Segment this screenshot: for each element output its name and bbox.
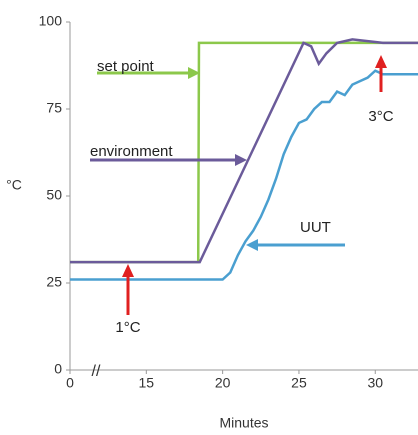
x-axis-label: Minutes: [219, 415, 268, 431]
y-tick-label: 0: [54, 361, 62, 377]
x-tick-label: 20: [215, 375, 231, 391]
x-tick-label: 0: [66, 375, 74, 391]
y-tick-label: 100: [39, 13, 63, 29]
series-line: [70, 38, 418, 264]
series-label: set point: [97, 58, 155, 75]
axis-break: //: [92, 363, 101, 380]
annotation-arrows: [90, 55, 387, 315]
series-line: [70, 69, 418, 281]
series-label: environment: [90, 143, 173, 160]
series-label: UUT: [300, 219, 331, 236]
annotation: 3°C: [368, 108, 393, 125]
y-tick-label: 25: [46, 274, 62, 290]
y-axis-label: °C: [6, 177, 22, 193]
annotation: 1°C: [115, 319, 140, 336]
x-tick-label: 30: [367, 375, 383, 391]
y-tick-label: 50: [46, 187, 62, 203]
y-tick-label: 75: [46, 100, 62, 116]
x-tick-label: 25: [291, 375, 307, 391]
x-tick-label: 15: [139, 375, 155, 391]
